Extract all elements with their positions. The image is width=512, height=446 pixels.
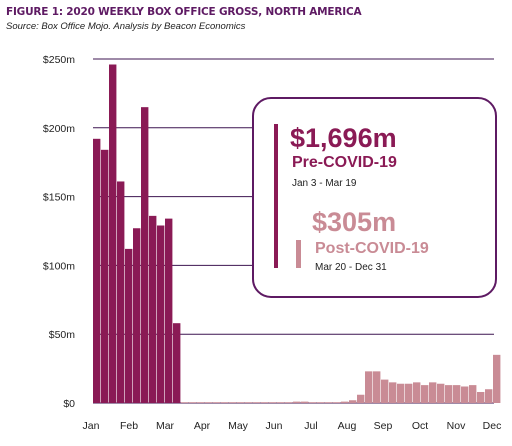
bar (309, 402, 317, 403)
pre-covid-range: Jan 3 - Mar 19 (292, 178, 357, 189)
bar (261, 402, 269, 403)
bar (213, 402, 221, 403)
bar (205, 402, 213, 403)
y-tick-label: $50m (49, 329, 76, 341)
bar (317, 402, 325, 403)
bar (333, 402, 341, 403)
bar (365, 371, 373, 403)
bar (245, 402, 253, 403)
chart-title: FIGURE 1: 2020 WEEKLY BOX OFFICE GROSS, … (6, 6, 362, 18)
x-tick-label: Jan (83, 420, 100, 432)
bar (381, 379, 389, 403)
bar (237, 402, 245, 403)
bar (173, 323, 181, 403)
bar (277, 402, 285, 403)
bar (341, 401, 349, 403)
bar (469, 385, 477, 403)
bar (485, 389, 493, 403)
pre-covid-label: Pre-COVID-19 (292, 154, 397, 171)
y-axis-labels: $0 $50m $100m $150m $200m $250m (43, 54, 75, 410)
bar (181, 402, 189, 403)
bar (93, 138, 101, 404)
post-covid-marker (296, 240, 301, 268)
bar (293, 401, 301, 403)
bar (221, 402, 229, 403)
bar (269, 402, 277, 403)
x-tick-label: Nov (447, 420, 466, 432)
y-tick-label: $250m (43, 54, 75, 66)
bar (405, 383, 413, 403)
bar (101, 149, 109, 403)
bar (445, 385, 453, 403)
bar (165, 218, 173, 403)
x-tick-label: Oct (412, 420, 428, 432)
pre-covid-amount: $1,696m (290, 123, 397, 153)
bar (253, 402, 261, 403)
pre-covid-marker (274, 124, 278, 268)
x-tick-label: Apr (194, 420, 211, 432)
bar (117, 181, 125, 403)
y-tick-label: $0 (63, 398, 75, 410)
callout-box (252, 97, 497, 298)
bar (461, 386, 469, 403)
bar (125, 248, 133, 403)
bar (413, 382, 421, 403)
bar (301, 401, 309, 403)
x-tick-label: Jun (266, 420, 283, 432)
x-tick-label: Dec (483, 420, 502, 432)
x-axis-labels: Jan Feb Mar Apr May Jun Jul Aug Sep Oct Nov Dec (83, 420, 502, 432)
bar (357, 394, 365, 403)
post-covid-amount: $305m (312, 207, 396, 237)
bar (189, 402, 197, 403)
x-tick-label: Feb (120, 420, 138, 432)
bar (429, 382, 437, 403)
x-tick-label: Mar (156, 420, 175, 432)
bar (109, 64, 117, 403)
bar (373, 371, 381, 403)
y-tick-label: $100m (43, 260, 75, 272)
y-tick-label: $200m (43, 123, 75, 135)
x-tick-label: Jul (304, 420, 317, 432)
bar (477, 391, 485, 403)
x-tick-label: Aug (338, 420, 357, 432)
bar (285, 402, 293, 403)
bar (325, 402, 333, 403)
bar (133, 228, 141, 403)
bar (229, 402, 237, 403)
bar (149, 215, 157, 403)
bar (421, 385, 429, 403)
bar (141, 107, 149, 403)
x-tick-label: Sep (374, 420, 393, 432)
bar (197, 402, 205, 403)
x-tick-label: May (228, 420, 249, 432)
post-covid-range: Mar 20 - Dec 31 (315, 262, 387, 273)
weekly-bars (93, 64, 501, 404)
bar (437, 383, 445, 403)
bar (453, 385, 461, 403)
y-tick-label: $150m (43, 192, 75, 204)
chart-source: Source: Box Office Mojo. Analysis by Bea… (6, 21, 246, 32)
bar (157, 225, 165, 403)
bar (389, 382, 397, 403)
bar (349, 400, 357, 403)
bar (397, 383, 405, 403)
covid-callout: $1,696m Pre-COVID-19 Jan 3 - Mar 19 $305… (252, 97, 497, 298)
bar (493, 354, 501, 403)
post-covid-label: Post-COVID-19 (315, 240, 429, 257)
